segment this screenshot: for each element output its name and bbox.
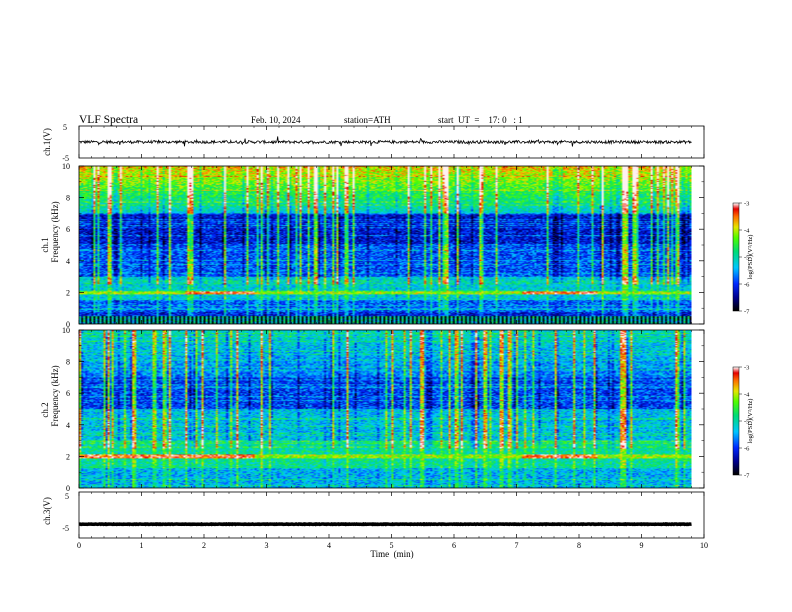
ch2-colorbar-tick-label: -3 — [744, 365, 749, 372]
ch1-colorbar — [733, 203, 739, 311]
station-label: station=ATH — [344, 115, 391, 125]
x-axis-label: Time (min) — [370, 549, 413, 559]
x-tick-label: 10 — [700, 541, 708, 550]
x-tick-label: 2 — [202, 541, 206, 550]
spec1-ytick-label: 0 — [66, 320, 70, 329]
ch2-spectrogram-image — [79, 330, 692, 488]
ch1-colorbar-label: log(PSD)(V²/Hz) — [747, 235, 754, 280]
x-tick-label: 7 — [515, 541, 519, 550]
ch1-colorbar-tick-label: -5 — [744, 255, 749, 262]
ch2-colorbar — [733, 367, 739, 475]
x-tick-label: 5 — [390, 541, 394, 550]
ch3-ytick-bottom: -5 — [62, 524, 69, 533]
ch3-waveform-frame — [78, 491, 705, 539]
ch1-waveform-panel: 5 -5 ch.1(V) — [42, 123, 705, 163]
ch2-frequency-label: Frequency (kHz) — [50, 365, 60, 426]
ch1-spectrogram-image — [79, 166, 692, 324]
spec1-ytick-label: 2 — [66, 288, 70, 297]
spec2-ytick-label: 4 — [66, 421, 70, 430]
ch1-waveform-line — [79, 136, 692, 147]
ch2-colorbar-tick-label: -6 — [744, 446, 750, 453]
spec2-ytick-label: 6 — [66, 389, 70, 398]
ch1-colorbar-tick-label: -7 — [744, 309, 750, 316]
ch3-ytick-top: 5 — [65, 492, 69, 501]
x-tick-label: 4 — [327, 541, 331, 550]
x-tick-label: 6 — [452, 541, 456, 550]
ch3-waveform-ylabel: ch.3(V) — [42, 497, 52, 525]
ch2-colorbar-tick-label: -5 — [744, 419, 749, 426]
spec2-ytick-label: 8 — [66, 358, 70, 367]
ch2-colorbar-tick-label: -4 — [744, 392, 750, 399]
x-tick-label: 3 — [265, 541, 269, 550]
ch1-channel-label: ch.1 — [40, 237, 50, 252]
ch3-waveform-panel: 5 -5 ch.3(V) 0 1 2 3 4 5 6 7 8 9 10 Time (min) — [42, 491, 708, 559]
spec2-ytick-label: 10 — [62, 326, 70, 335]
spec2-ytick-label: 2 — [66, 452, 70, 461]
ch1-waveform-frame — [78, 125, 705, 159]
x-tick-label: 1 — [140, 541, 144, 550]
ch1-colorbar-tick-label: -4 — [744, 228, 750, 235]
ch2-colorbar-label: log(PSD)(V²/Hz) — [747, 399, 754, 444]
ch1-waveform-ylabel: ch.1(V) — [42, 128, 52, 156]
ch1-frequency-label: Frequency (kHz) — [50, 201, 60, 262]
x-tick-label: 0 — [77, 541, 81, 550]
start-time-label: start UT = 17: 0 : 1 — [438, 115, 523, 125]
date-label: Feb. 10, 2024 — [251, 115, 301, 125]
spec2-ytick-label: 0 — [66, 484, 70, 493]
ch1-colorbar-tick-label: -6 — [744, 282, 750, 289]
figure-title: VLF Spectra — [79, 114, 138, 126]
ch1-ytick-top: 5 — [63, 123, 67, 132]
spec1-ytick-label: 8 — [66, 194, 70, 203]
x-tick-label: 8 — [577, 541, 581, 550]
ch2-channel-label: ch.2 — [40, 402, 50, 417]
ch2-colorbar-tick-label: -7 — [744, 473, 750, 480]
ch1-colorbar-tick-label: -3 — [744, 201, 749, 208]
ch1-ytick-bottom: -5 — [62, 154, 69, 163]
x-tick-label: 9 — [640, 541, 644, 550]
spec1-ytick-label: 6 — [66, 225, 70, 234]
spec1-ytick-label: 4 — [66, 257, 70, 266]
spec1-ytick-label: 10 — [62, 162, 70, 171]
